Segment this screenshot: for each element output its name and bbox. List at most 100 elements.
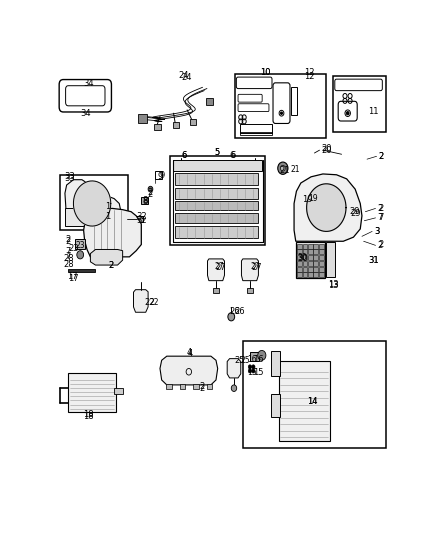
Bar	[243, 341, 386, 448]
Text: 5: 5	[214, 148, 219, 157]
Bar	[212, 288, 219, 293]
FancyBboxPatch shape	[238, 104, 269, 111]
Polygon shape	[74, 181, 111, 226]
Bar	[303, 249, 307, 254]
Text: 8: 8	[142, 196, 148, 205]
Bar	[180, 384, 185, 389]
FancyBboxPatch shape	[335, 79, 382, 91]
Ellipse shape	[231, 385, 237, 391]
Text: 32: 32	[136, 216, 147, 225]
Bar	[314, 266, 318, 272]
Text: 7: 7	[377, 213, 383, 222]
Text: 12: 12	[304, 72, 314, 81]
Text: 24: 24	[179, 71, 189, 80]
Polygon shape	[160, 356, 218, 385]
Bar	[65, 207, 84, 226]
Text: 2: 2	[200, 383, 205, 391]
Ellipse shape	[88, 199, 96, 208]
Bar	[297, 261, 302, 266]
Text: 9: 9	[159, 171, 164, 180]
Bar	[314, 255, 318, 260]
Bar	[319, 266, 324, 272]
Bar	[308, 249, 313, 254]
Text: 10: 10	[260, 68, 270, 77]
Text: 23: 23	[68, 244, 79, 253]
Text: 30: 30	[297, 253, 307, 262]
Text: 6: 6	[182, 150, 187, 159]
Text: 22: 22	[145, 298, 155, 308]
Text: 6: 6	[230, 151, 236, 160]
Text: 3: 3	[374, 227, 379, 236]
Text: 16: 16	[253, 355, 264, 364]
Bar	[308, 266, 313, 272]
Bar	[154, 124, 161, 131]
Text: 11: 11	[369, 107, 379, 116]
Text: 8: 8	[142, 197, 148, 206]
Text: 5: 5	[214, 148, 219, 157]
Bar	[308, 244, 313, 248]
Text: 33: 33	[65, 172, 75, 181]
Bar	[60, 175, 128, 230]
Polygon shape	[307, 184, 346, 231]
Bar	[314, 244, 318, 248]
Bar	[173, 160, 262, 171]
Bar	[170, 156, 265, 245]
Text: 2: 2	[378, 240, 383, 249]
Text: 13: 13	[328, 280, 339, 289]
Bar	[206, 98, 213, 105]
Bar	[308, 261, 313, 266]
Ellipse shape	[280, 112, 283, 115]
Bar	[138, 115, 148, 124]
Text: 21: 21	[290, 165, 300, 174]
Bar	[175, 213, 258, 223]
Bar	[303, 266, 307, 272]
Bar	[303, 244, 307, 248]
Bar	[297, 244, 302, 248]
Text: 6: 6	[229, 150, 235, 159]
Bar	[250, 352, 259, 361]
Bar	[271, 394, 280, 417]
Bar	[68, 373, 116, 412]
Text: 4: 4	[186, 349, 191, 358]
Bar	[303, 261, 307, 266]
Bar	[75, 239, 85, 249]
Text: 25: 25	[241, 356, 251, 365]
Bar	[190, 119, 196, 125]
Bar	[314, 261, 318, 266]
Polygon shape	[208, 259, 224, 281]
Text: 22: 22	[149, 298, 159, 308]
Text: 32: 32	[136, 212, 147, 221]
Text: 19: 19	[302, 195, 312, 204]
Text: 2: 2	[377, 241, 382, 250]
Text: 34: 34	[80, 109, 91, 118]
Text: 29: 29	[350, 207, 360, 216]
Text: 16: 16	[247, 355, 257, 364]
Bar	[319, 255, 324, 260]
Text: 2: 2	[377, 204, 382, 213]
Text: 27: 27	[215, 262, 224, 271]
Text: 12: 12	[304, 68, 314, 77]
Polygon shape	[241, 259, 258, 281]
Bar	[141, 197, 148, 204]
Bar	[297, 266, 302, 272]
Ellipse shape	[251, 369, 255, 373]
Bar	[297, 272, 302, 277]
Ellipse shape	[280, 165, 285, 171]
Ellipse shape	[248, 369, 251, 373]
Polygon shape	[90, 249, 123, 265]
Text: 28: 28	[63, 260, 74, 269]
Bar	[291, 87, 297, 115]
Ellipse shape	[258, 350, 266, 360]
Bar	[175, 201, 258, 211]
Bar	[173, 122, 179, 127]
Text: 1: 1	[105, 202, 110, 211]
Text: 18: 18	[83, 411, 94, 421]
Text: 24: 24	[182, 72, 192, 82]
Text: 2: 2	[108, 261, 113, 270]
Text: 7: 7	[66, 252, 71, 261]
Bar	[175, 188, 258, 199]
Bar	[175, 226, 258, 238]
Bar	[297, 255, 302, 260]
Text: 2: 2	[378, 152, 383, 161]
FancyBboxPatch shape	[238, 94, 262, 102]
